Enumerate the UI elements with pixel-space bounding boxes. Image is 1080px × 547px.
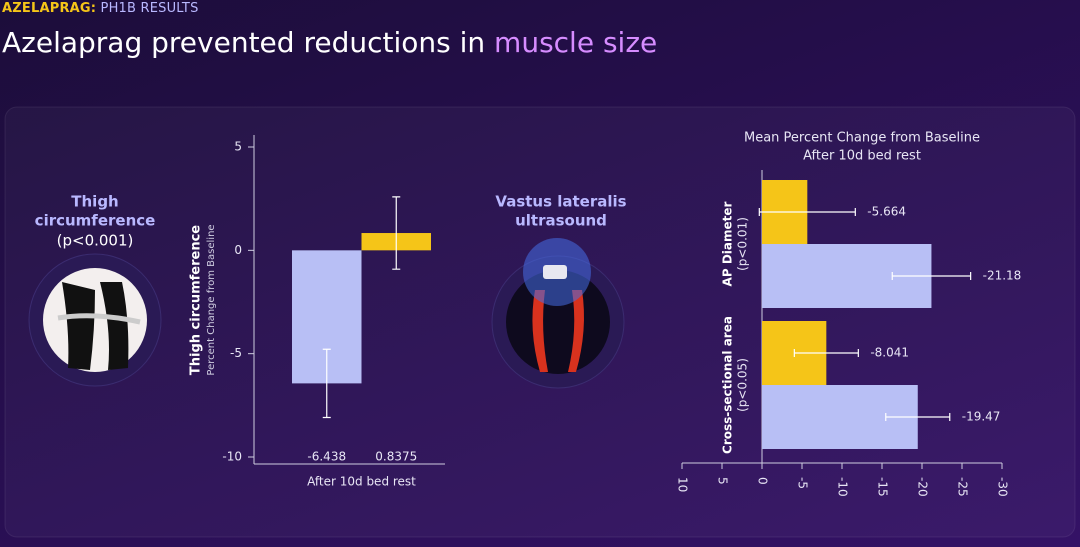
x-tick-label: 10 xyxy=(676,477,690,492)
x-tick-label: -15 xyxy=(876,477,890,497)
value-label: -6.438 xyxy=(307,450,346,464)
x-tick-label: 0 xyxy=(756,477,770,485)
eyebrow: AZELAPRAG: PH1B RESULTS xyxy=(2,1,199,16)
value-label: -21.18 xyxy=(983,269,1022,283)
probe-icon xyxy=(543,265,567,279)
y-axis-label: Thigh circumference xyxy=(189,225,204,375)
error-bar xyxy=(793,349,859,357)
eyebrow-brand: AZELAPRAG: xyxy=(2,1,97,16)
panel-title: ultrasound xyxy=(515,212,607,230)
y-tick-label: -10 xyxy=(222,450,242,464)
error-bar xyxy=(885,413,951,421)
x-tick-label: -30 xyxy=(996,477,1010,497)
ultrasound-icon xyxy=(506,270,610,374)
error-bar xyxy=(322,348,331,419)
eyebrow-section: PH1B RESULTS xyxy=(100,1,199,16)
x-tick-label: -5 xyxy=(796,477,810,489)
value-label: -5.664 xyxy=(867,205,906,219)
panel-title: circumference xyxy=(35,212,156,230)
category-note: (p<0.05) xyxy=(736,358,750,412)
y-tick-label: -5 xyxy=(230,346,242,360)
x-tick-label: -25 xyxy=(956,477,970,497)
panel-title: Vastus lateralis xyxy=(495,193,626,211)
panel-note: (p<0.001) xyxy=(57,232,134,250)
y-tick-label: 0 xyxy=(234,243,242,257)
error-bar xyxy=(891,272,972,280)
slide-title: Azelaprag prevented reductions in muscle… xyxy=(2,26,657,59)
error-bar xyxy=(392,196,401,270)
thigh-icon xyxy=(62,282,129,370)
chart-title: Mean Percent Change from Baseline xyxy=(744,131,980,146)
error-bar xyxy=(758,208,856,216)
chart-title: After 10d bed rest xyxy=(803,149,921,164)
category-label: Cross-sectional area xyxy=(721,316,735,454)
panel-title: Thigh xyxy=(71,193,118,211)
y-tick-label: 5 xyxy=(234,140,242,154)
category-note: (p<0.01) xyxy=(736,217,750,271)
title-main: Azelaprag prevented reductions in xyxy=(2,26,486,59)
x-tick-label: -10 xyxy=(836,477,850,497)
value-label: -19.47 xyxy=(962,410,1001,424)
x-tick-label: 5 xyxy=(716,477,730,485)
title-highlight: muscle size xyxy=(494,26,658,59)
value-label: -8.041 xyxy=(870,346,909,360)
value-label: 0.8375 xyxy=(375,450,417,464)
panel xyxy=(4,106,1076,538)
y-axis-sublabel: Percent Change from Baseline xyxy=(206,224,217,375)
category-label: AP Diameter xyxy=(721,201,735,286)
x-tick-label: -20 xyxy=(916,477,930,497)
tape-icon xyxy=(57,313,141,325)
x-tick-label: After 10d bed rest xyxy=(307,475,416,489)
